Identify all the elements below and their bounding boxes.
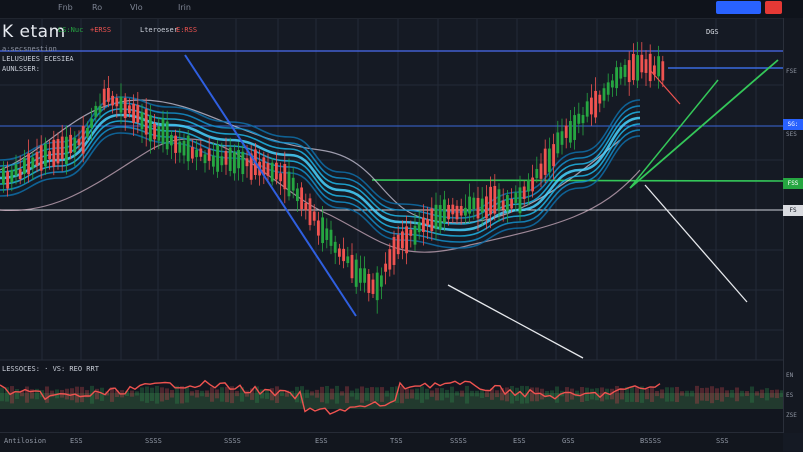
price-tag-green: FSS <box>783 178 803 189</box>
trendline-green[interactable] <box>629 59 779 189</box>
info-field: E:RSS <box>176 26 198 34</box>
top-red-button[interactable] <box>765 1 782 14</box>
chart-stamp: DGS <box>706 28 719 36</box>
candlesticks <box>2 41 665 314</box>
horizontal-line-green[interactable] <box>371 179 784 182</box>
price-label: SES <box>786 131 797 138</box>
time-label: ESS <box>315 437 328 445</box>
time-label: SSSS <box>224 437 241 445</box>
time-label: Antilosion <box>4 437 47 445</box>
price-tag-blue: SG: <box>783 119 803 130</box>
price-axis[interactable] <box>783 18 803 433</box>
envelope-lower <box>0 138 641 253</box>
time-label: BSSSS <box>640 437 662 445</box>
menu-item[interactable]: Fnb <box>58 3 73 12</box>
time-label: ESS <box>70 437 83 445</box>
info-field: LS:Nuc <box>58 26 84 34</box>
menu-item[interactable]: Vlo <box>130 3 143 12</box>
price-tag-white: FS <box>783 205 803 216</box>
trendline-blue[interactable] <box>184 54 357 317</box>
moving-average-ribbon <box>0 96 641 249</box>
trendline-red[interactable] <box>649 69 681 105</box>
top-toolbar: Fnb Ro Vlo Irin <box>0 0 803 19</box>
time-label: SSSS <box>145 437 162 445</box>
trendline-white-2[interactable] <box>644 184 748 303</box>
time-label: GSS <box>562 437 575 445</box>
price-label: FSE <box>786 68 797 75</box>
time-label: SSSS <box>450 437 467 445</box>
price-label: ZSE <box>786 412 797 419</box>
trendline-green-2[interactable] <box>629 79 719 189</box>
time-label: TSS <box>390 437 403 445</box>
price-label: ES <box>786 392 794 399</box>
trendline-white-1[interactable] <box>447 284 584 359</box>
time-label: ESS <box>513 437 526 445</box>
symbol-title: K etam <box>2 22 66 42</box>
info-field: Lteroeser <box>140 26 178 34</box>
info-field: a:secsnestion <box>2 45 57 53</box>
price-label: EN <box>786 372 794 379</box>
menu-item[interactable]: Ro <box>92 3 103 12</box>
time-label: SSS <box>716 437 729 445</box>
time-axis[interactable] <box>0 432 783 452</box>
menu-item[interactable]: Irin <box>178 3 191 12</box>
indicator-label: LESSOCES: · VS: REO RRT <box>2 365 99 373</box>
oscillator <box>0 379 784 415</box>
info-field: AUNLSSER: <box>2 65 40 73</box>
info-field: +ERSS <box>90 26 112 34</box>
info-field: LELUSUEES ECESIEA <box>2 55 74 63</box>
top-blue-button[interactable] <box>716 1 761 14</box>
